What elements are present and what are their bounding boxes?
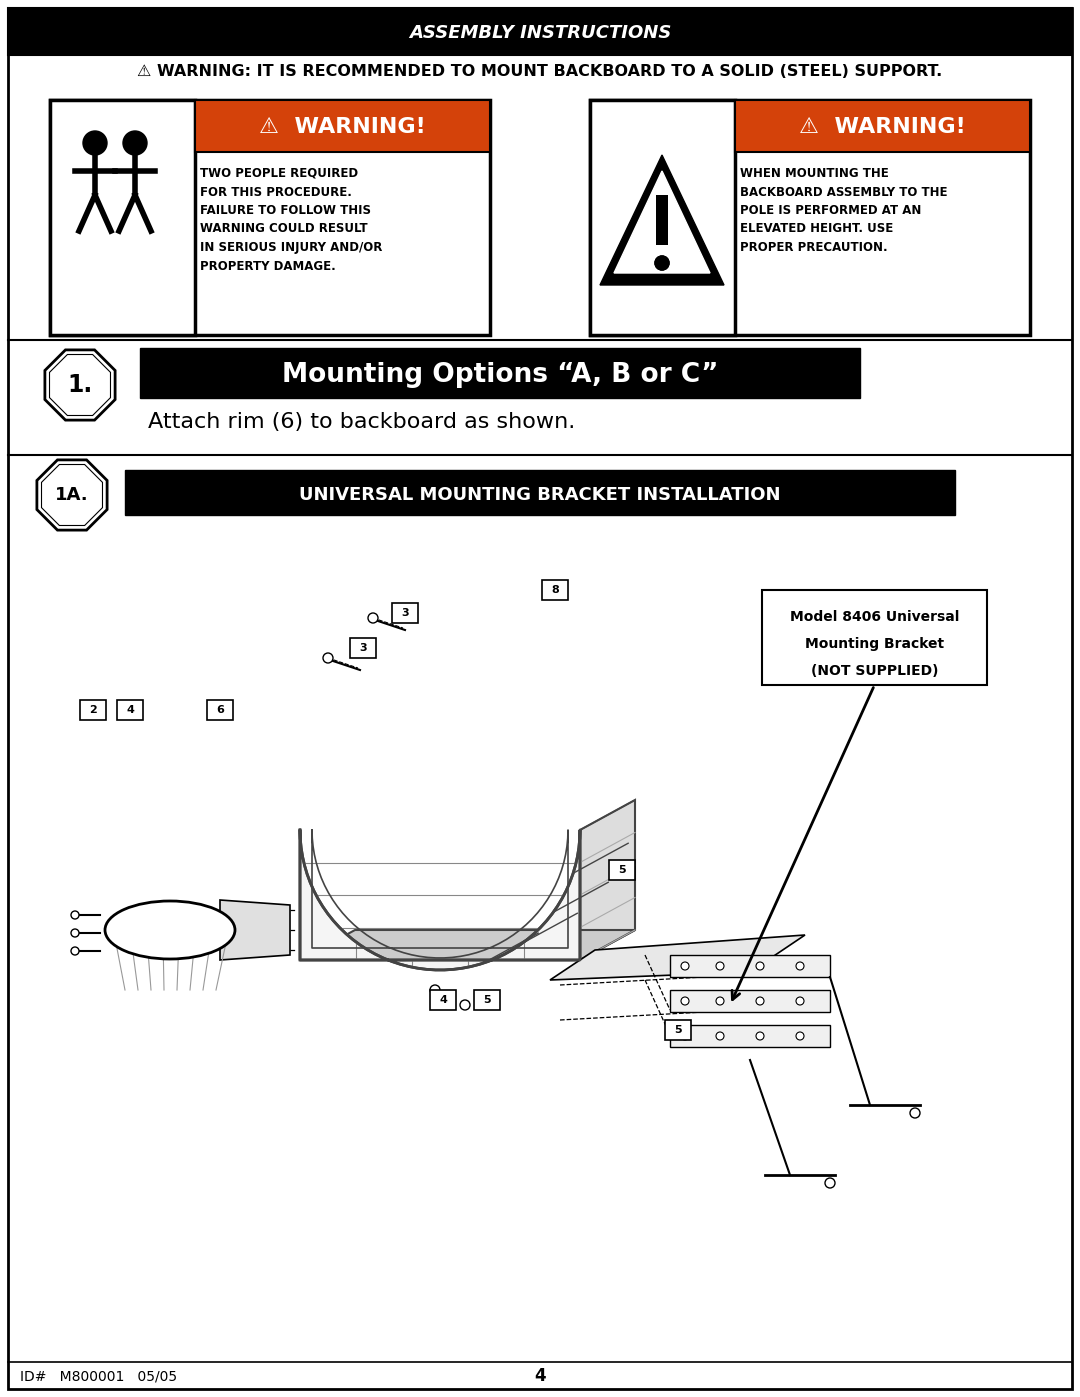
Circle shape xyxy=(71,929,79,937)
Text: Mounting Bracket: Mounting Bracket xyxy=(805,637,944,651)
Text: 4: 4 xyxy=(535,1368,545,1384)
Circle shape xyxy=(71,911,79,919)
Text: 3: 3 xyxy=(360,643,367,652)
Text: ELEVATED HEIGHT. USE: ELEVATED HEIGHT. USE xyxy=(740,222,893,236)
Bar xyxy=(140,348,860,398)
Text: 3: 3 xyxy=(401,608,409,617)
Text: 5: 5 xyxy=(483,995,490,1004)
Polygon shape xyxy=(37,460,107,529)
Bar xyxy=(590,101,1030,335)
Polygon shape xyxy=(300,830,580,970)
Bar xyxy=(392,604,418,623)
Polygon shape xyxy=(220,900,291,960)
Circle shape xyxy=(681,1032,689,1039)
Bar xyxy=(350,638,376,658)
Text: ASSEMBLY INSTRUCTIONS: ASSEMBLY INSTRUCTIONS xyxy=(409,24,671,42)
Text: 2: 2 xyxy=(90,705,97,715)
Circle shape xyxy=(756,963,764,970)
Bar xyxy=(590,101,735,335)
Circle shape xyxy=(323,652,333,664)
Circle shape xyxy=(796,963,804,970)
Circle shape xyxy=(796,997,804,1004)
Text: 6: 6 xyxy=(216,705,224,715)
Bar xyxy=(207,700,233,719)
Text: IN SERIOUS INJURY AND/OR: IN SERIOUS INJURY AND/OR xyxy=(200,242,382,254)
Text: POLE IS PERFORMED AT AN: POLE IS PERFORMED AT AN xyxy=(740,204,921,217)
Text: FOR THIS PROCEDURE.: FOR THIS PROCEDURE. xyxy=(200,186,352,198)
Circle shape xyxy=(756,1032,764,1039)
Circle shape xyxy=(123,131,147,155)
Text: 1A.: 1A. xyxy=(55,486,89,504)
Bar xyxy=(762,590,987,685)
Bar xyxy=(656,196,669,244)
Polygon shape xyxy=(50,355,110,415)
Text: ID#   M800001   05/05: ID# M800001 05/05 xyxy=(21,1369,177,1383)
Bar xyxy=(542,580,568,599)
Circle shape xyxy=(716,997,724,1004)
Circle shape xyxy=(716,963,724,970)
Text: PROPERTY DAMAGE.: PROPERTY DAMAGE. xyxy=(200,260,336,272)
Polygon shape xyxy=(670,1025,831,1046)
Bar xyxy=(735,101,1030,152)
Bar xyxy=(430,990,456,1010)
Text: ⚠  WARNING!: ⚠ WARNING! xyxy=(258,117,426,137)
Circle shape xyxy=(654,256,669,270)
Bar xyxy=(125,469,955,515)
Circle shape xyxy=(654,256,669,270)
Text: WHEN MOUNTING THE: WHEN MOUNTING THE xyxy=(740,168,889,180)
Text: 4: 4 xyxy=(126,705,134,715)
Text: (NOT SUPPLIED): (NOT SUPPLIED) xyxy=(811,664,939,678)
Text: FAILURE TO FOLLOW THIS: FAILURE TO FOLLOW THIS xyxy=(200,204,372,217)
Circle shape xyxy=(430,985,440,995)
Polygon shape xyxy=(550,935,805,981)
Circle shape xyxy=(681,963,689,970)
Bar xyxy=(50,101,195,335)
Text: WARNING COULD RESULT: WARNING COULD RESULT xyxy=(200,222,367,236)
Polygon shape xyxy=(670,956,831,977)
Text: UNIVERSAL MOUNTING BRACKET INSTALLATION: UNIVERSAL MOUNTING BRACKET INSTALLATION xyxy=(299,486,781,504)
Text: 4: 4 xyxy=(440,995,447,1004)
Bar xyxy=(474,990,500,1010)
Circle shape xyxy=(681,997,689,1004)
Circle shape xyxy=(910,1108,920,1118)
Circle shape xyxy=(460,1000,470,1010)
Text: Attach rim (6) to backboard as shown.: Attach rim (6) to backboard as shown. xyxy=(148,412,576,432)
Bar xyxy=(665,1020,691,1039)
Text: TWO PEOPLE REQUIRED: TWO PEOPLE REQUIRED xyxy=(200,168,359,180)
Polygon shape xyxy=(45,349,116,420)
Bar xyxy=(609,861,635,880)
Circle shape xyxy=(716,1032,724,1039)
Text: Model 8406 Universal: Model 8406 Universal xyxy=(789,610,959,624)
Text: 1.: 1. xyxy=(67,373,93,397)
Circle shape xyxy=(368,613,378,623)
Text: ⚠  WARNING!: ⚠ WARNING! xyxy=(798,117,966,137)
Text: PROPER PRECAUTION.: PROPER PRECAUTION. xyxy=(740,242,888,254)
Circle shape xyxy=(71,947,79,956)
Text: 8: 8 xyxy=(551,585,558,595)
Circle shape xyxy=(796,1032,804,1039)
Polygon shape xyxy=(615,170,710,272)
Bar xyxy=(50,101,490,335)
Circle shape xyxy=(825,1178,835,1187)
Text: Mounting Options “A, B or C”: Mounting Options “A, B or C” xyxy=(282,362,718,388)
Circle shape xyxy=(756,997,764,1004)
Polygon shape xyxy=(41,465,103,525)
Text: BACKBOARD ASSEMBLY TO THE: BACKBOARD ASSEMBLY TO THE xyxy=(740,186,947,198)
Text: 5: 5 xyxy=(674,1025,681,1035)
Bar xyxy=(117,700,143,719)
Polygon shape xyxy=(580,800,635,960)
Circle shape xyxy=(83,131,107,155)
Bar xyxy=(195,101,490,152)
Ellipse shape xyxy=(105,901,235,958)
Polygon shape xyxy=(300,930,635,960)
Text: 5: 5 xyxy=(618,865,625,875)
Bar xyxy=(80,700,106,719)
Polygon shape xyxy=(670,990,831,1011)
Polygon shape xyxy=(600,155,724,285)
Text: ⚠ WARNING: IT IS RECOMMENDED TO MOUNT BACKBOARD TO A SOLID (STEEL) SUPPORT.: ⚠ WARNING: IT IS RECOMMENDED TO MOUNT BA… xyxy=(137,64,943,80)
Bar xyxy=(8,8,1072,54)
